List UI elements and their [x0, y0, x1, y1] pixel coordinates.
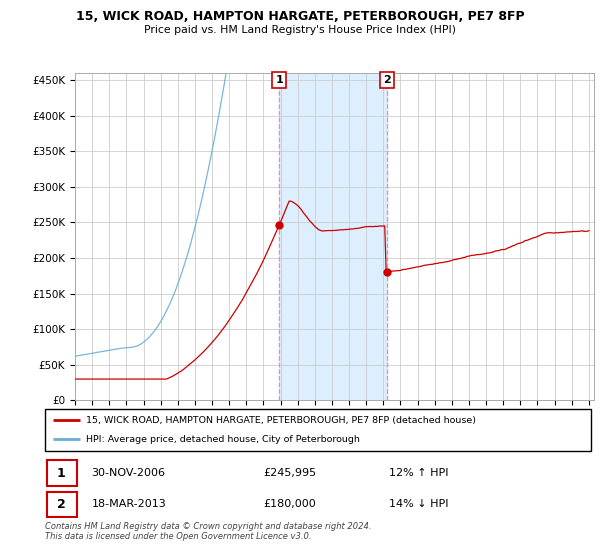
- Text: 18-MAR-2013: 18-MAR-2013: [91, 500, 166, 510]
- FancyBboxPatch shape: [47, 492, 77, 517]
- Bar: [279, 73, 387, 400]
- Text: 2: 2: [57, 498, 66, 511]
- Text: 15, WICK ROAD, HAMPTON HARGATE, PETERBOROUGH, PE7 8FP: 15, WICK ROAD, HAMPTON HARGATE, PETERBOR…: [76, 10, 524, 22]
- Text: £180,000: £180,000: [263, 500, 316, 510]
- Text: 1: 1: [57, 466, 66, 479]
- Text: £245,995: £245,995: [263, 468, 317, 478]
- Text: 1: 1: [275, 75, 283, 85]
- Text: 15, WICK ROAD, HAMPTON HARGATE, PETERBOROUGH, PE7 8FP (detached house): 15, WICK ROAD, HAMPTON HARGATE, PETERBOR…: [86, 416, 476, 424]
- Text: Contains HM Land Registry data © Crown copyright and database right 2024.
This d: Contains HM Land Registry data © Crown c…: [45, 522, 371, 542]
- Text: 30-NOV-2006: 30-NOV-2006: [91, 468, 166, 478]
- FancyBboxPatch shape: [45, 409, 591, 451]
- Text: 14% ↓ HPI: 14% ↓ HPI: [389, 500, 448, 510]
- Text: HPI: Average price, detached house, City of Peterborough: HPI: Average price, detached house, City…: [86, 435, 360, 444]
- Text: 2: 2: [383, 75, 391, 85]
- Text: Price paid vs. HM Land Registry's House Price Index (HPI): Price paid vs. HM Land Registry's House …: [144, 25, 456, 35]
- FancyBboxPatch shape: [47, 460, 77, 486]
- Text: 12% ↑ HPI: 12% ↑ HPI: [389, 468, 448, 478]
